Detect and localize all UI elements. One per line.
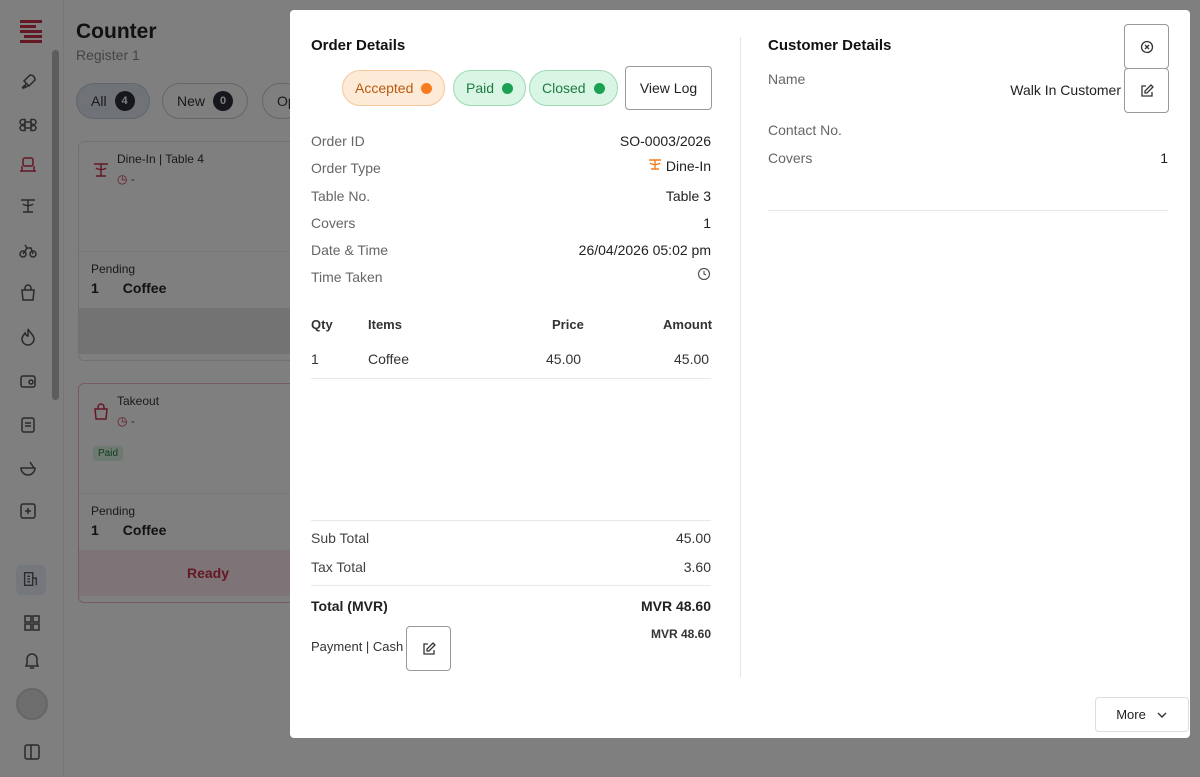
sub-total-label: Sub Total	[311, 530, 370, 546]
payment-amount: MVR 48.60	[650, 627, 711, 641]
col-price-header: Price	[552, 317, 584, 332]
sub-total-value: 45.00	[675, 530, 711, 546]
row-amount: 45.00	[674, 351, 710, 367]
view-log-button[interactable]: View Log	[625, 66, 712, 110]
grand-total-divider	[311, 585, 711, 586]
date-time-value: 26/04/2026 05:02 pm	[578, 242, 711, 258]
totals-divider	[311, 520, 711, 521]
badge-label: Accepted	[355, 80, 414, 96]
more-label: More	[1116, 707, 1146, 722]
more-dropdown-button[interactable]: More	[1095, 697, 1189, 732]
row-item: Coffee	[368, 351, 409, 367]
row-divider	[311, 378, 711, 379]
grand-total-value: MVR 48.60	[640, 598, 711, 614]
close-modal-button[interactable]	[1124, 24, 1169, 69]
order-type-label: Order Type	[311, 160, 381, 176]
row-price: 45.00	[546, 351, 582, 367]
order-id-value: SO-0003/2026	[619, 133, 711, 149]
status-dot	[593, 82, 605, 94]
covers-label: Covers	[311, 215, 356, 231]
status-badge-closed: Closed	[529, 70, 618, 106]
badge-label: Paid	[466, 80, 495, 96]
chevron-down-icon	[1157, 712, 1167, 718]
time-taken-label: Time Taken	[311, 269, 383, 285]
order-details-modal: Order Details Accepted Paid Closed View …	[290, 10, 1190, 738]
customer-details-title: Customer Details	[768, 37, 892, 54]
date-time-label: Date & Time	[311, 242, 389, 258]
badge-label: Closed	[542, 80, 586, 96]
edit-payment-button[interactable]	[406, 626, 451, 671]
contact-no-label: Contact No.	[768, 122, 842, 138]
order-details-title: Order Details	[311, 37, 406, 54]
customer-covers-value: 1	[1160, 150, 1168, 166]
payment-method-label: Payment | Cash	[311, 639, 404, 654]
edit-icon	[422, 641, 436, 655]
col-qty-header: Qty	[311, 317, 333, 332]
table-no-value: Table 3	[665, 188, 711, 204]
col-items-header: Items	[368, 317, 402, 332]
order-id-label: Order ID	[311, 133, 365, 149]
edit-customer-button[interactable]	[1124, 68, 1169, 113]
column-divider	[740, 37, 741, 677]
status-badge-accepted: Accepted	[342, 70, 446, 106]
clock-icon	[697, 267, 711, 281]
dine-in-icon	[648, 159, 661, 170]
tax-total-label: Tax Total	[311, 559, 366, 575]
table-no-label: Table No.	[311, 188, 371, 204]
customer-name-value: Walk In Customer	[1010, 82, 1121, 98]
edit-icon	[1140, 83, 1154, 97]
covers-value: 1	[703, 215, 711, 231]
customer-covers-label: Covers	[768, 150, 813, 166]
col-amount-header: Amount	[663, 317, 713, 332]
customer-name-label: Name	[768, 71, 806, 87]
order-type-text: Dine-In	[665, 158, 711, 174]
row-qty: 1	[311, 351, 319, 367]
order-type-value: Dine-In	[648, 158, 711, 174]
close-icon	[1140, 40, 1153, 53]
tax-total-value: 3.60	[683, 559, 711, 575]
customer-divider	[768, 210, 1168, 211]
time-taken-value	[697, 267, 711, 281]
grand-total-label: Total (MVR)	[311, 598, 388, 614]
status-badge-paid: Paid	[453, 70, 527, 106]
status-dot	[502, 82, 514, 94]
status-dot	[421, 82, 433, 94]
